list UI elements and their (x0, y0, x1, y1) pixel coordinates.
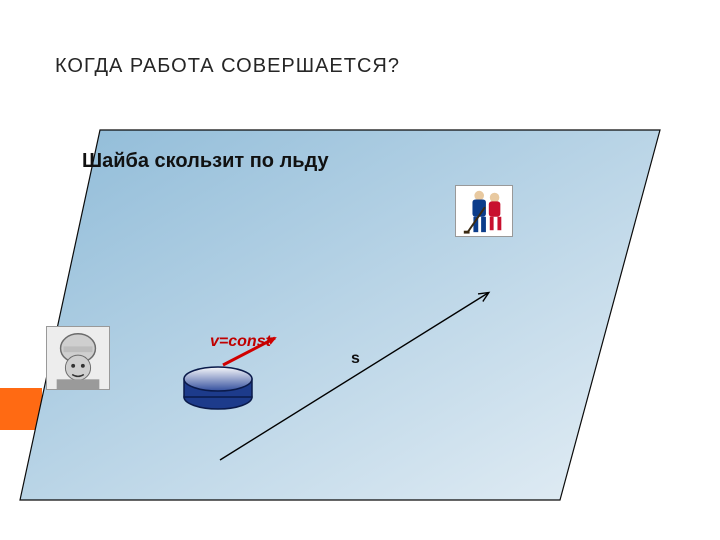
path-label-s: s (351, 350, 360, 368)
diagram-subtitle: Шайба скользит по льду (82, 150, 329, 173)
diagram-stage (0, 0, 720, 540)
hockey-puck (184, 367, 252, 409)
player-photo-right (455, 185, 513, 237)
player-photo-left (46, 326, 110, 390)
ice-surface (20, 130, 660, 500)
velocity-formula-label: v=const (210, 333, 271, 351)
